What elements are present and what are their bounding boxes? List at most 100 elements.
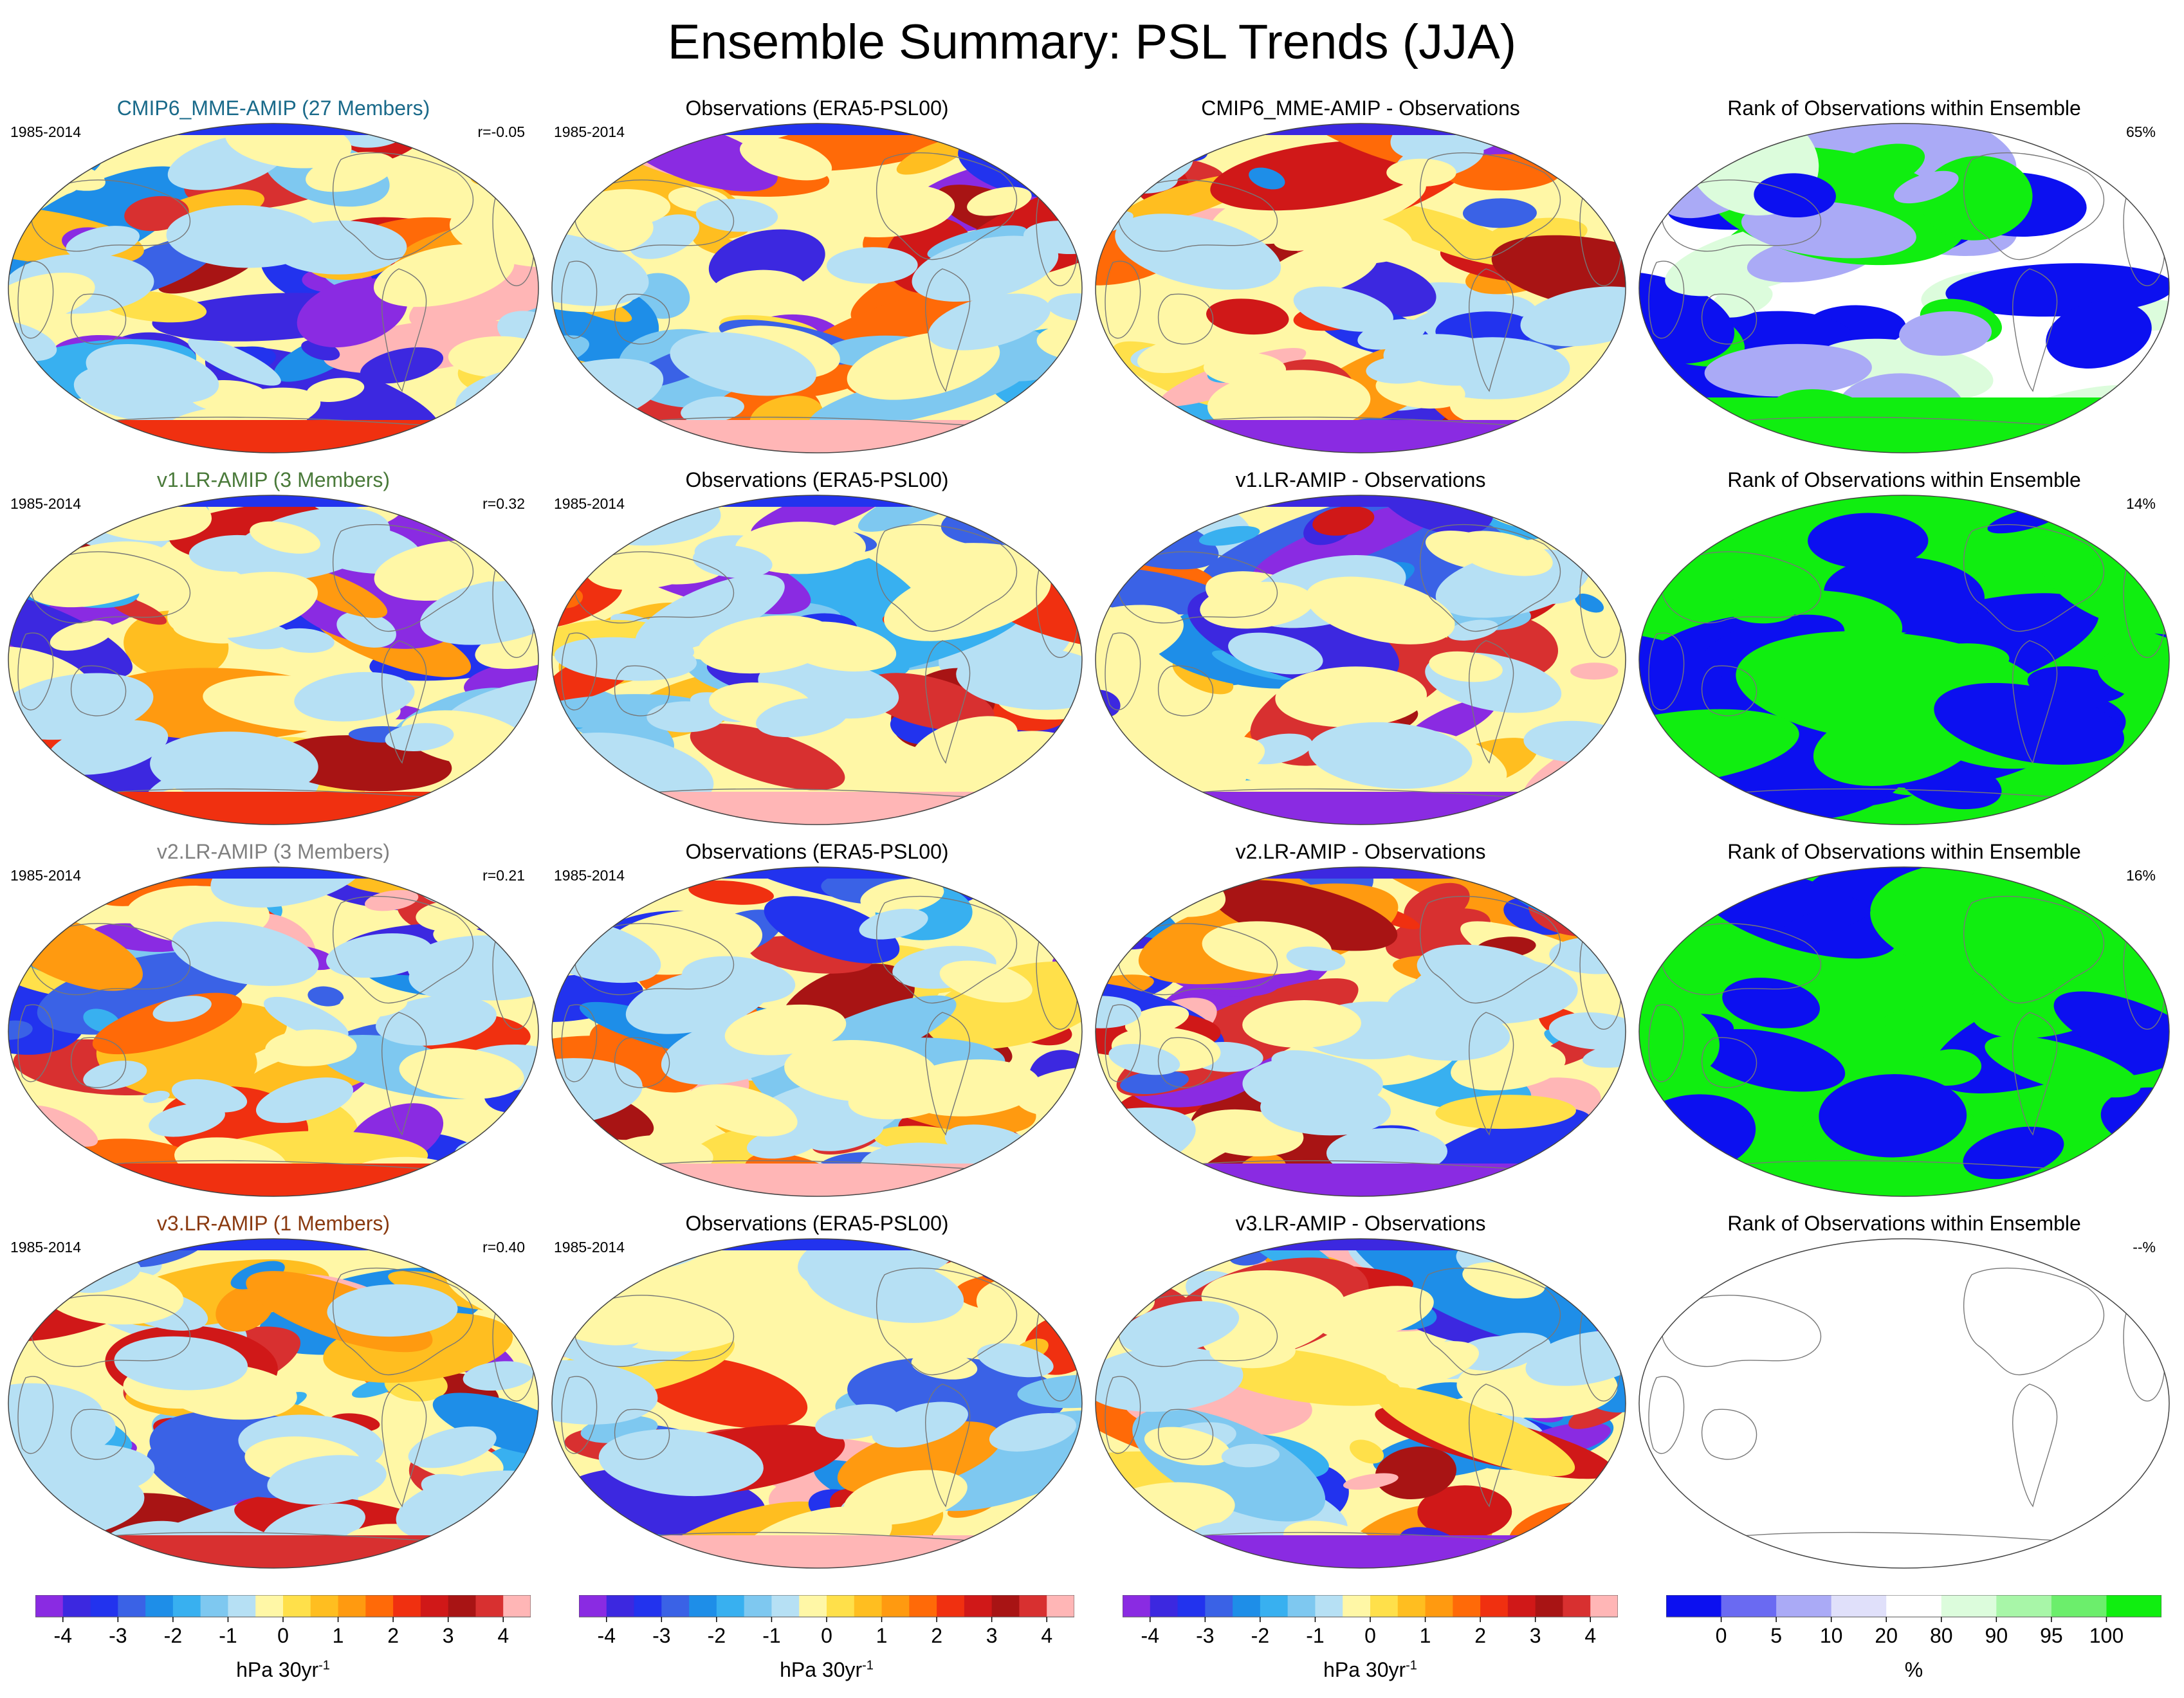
field-contour-70 [1124,1528,1191,1555]
coastline-1 [925,640,971,764]
field-contour-78 [376,995,497,1046]
field-contour-42 [552,174,579,206]
field-contour-77 [1308,722,1473,789]
period-label: 1985-2014 [554,495,625,512]
coastline-3 [1157,665,1214,717]
field-contour-35 [552,1521,617,1568]
colorbar-swatch [1315,1595,1343,1617]
map-outline [551,123,1083,453]
colorbar-tick-label: 4 [1041,1624,1052,1647]
field-contour-23 [263,996,349,1041]
field-contour-64 [989,1413,1077,1452]
field-contour-77 [798,1239,962,1291]
colorbar-swatch [1721,1595,1777,1617]
field-contour-44 [409,235,538,330]
correlation-label: r=0.40 [482,1239,525,1255]
field-contour-17 [1526,792,1577,814]
field-contour-37 [1570,662,1619,680]
field-contour-29 [1963,1126,2064,1180]
coastline-1 [2012,268,2058,392]
correlation-label: r=0.21 [482,867,525,884]
coastlines [17,524,535,803]
colorbar-tick-label: -3 [109,1624,127,1647]
field-contour-67 [463,1361,535,1391]
field-contour-38 [1819,1074,1967,1158]
coastline-2 [1662,551,1822,624]
map-south-band [552,1535,1082,1568]
field-contour-53 [1212,880,1398,951]
colorbar-obs: -4 -3 -2 -1 0 1 2 3 4 hPa 30yr-1 [579,1595,1074,1692]
field-contour-78 [1530,867,1626,888]
colorbar-swatch [1260,1595,1289,1617]
field-contour-47 [1343,1473,1399,1490]
map-outline [8,495,539,825]
field-contour-53 [8,1020,33,1040]
field-contour-47 [1249,167,1285,190]
field-contour-46 [365,890,419,911]
colorbar-tick-label: 80 [1930,1624,1953,1647]
period-label: 1985-2014 [10,1239,81,1255]
field-contour-66 [1577,802,1626,825]
coastline-2 [574,923,735,996]
field-contour-51 [688,880,774,905]
field-contour-77 [250,521,320,554]
coastline-4 [1648,1376,1685,1454]
field-contour-39 [1782,905,1871,936]
colorbar-tick-label: -4 [54,1624,72,1647]
panel-diff-row3: v2.LR-AMIP - Observations [1087,840,1634,1212]
colorbar-model-label: hPa 30yr-1 [35,1658,531,1682]
panel-title: Rank of Observations within Ensemble [1727,468,2081,491]
field-contour-64 [373,244,515,307]
colorbar-model-scale: -4 -3 -2 -1 0 1 2 3 4 [35,1595,531,1647]
field-contour-43 [1120,1070,1189,1095]
field-contour-3 [1099,1262,1168,1287]
colorbar-tick-label: 90 [1985,1624,2008,1647]
map-south-band [1096,1164,1626,1196]
field-contour-44 [1435,1095,1576,1129]
colorbar-swatch [771,1595,800,1617]
field-contour-47 [336,611,396,648]
field-contour-58 [265,1029,357,1066]
colorbar-tick-label: -1 [762,1624,780,1647]
coastline-2 [574,179,735,252]
field-contour-64 [618,495,691,516]
colorbar-unit-exponent: -1 [862,1658,874,1673]
field-contour-46 [764,896,900,963]
field-contour-28 [1899,311,1992,356]
colorbar-frame [1666,1595,2161,1618]
colorbar-diff-label: hPa 30yr-1 [1123,1658,1618,1682]
colorbar-obs-label: hPa 30yr-1 [579,1658,1074,1682]
field-contour-73 [171,921,319,986]
field-contour-77 [1385,1341,1479,1386]
field-contour-61 [650,929,710,956]
coastline-2 [574,1295,735,1367]
colorbar-swatch [937,1595,965,1617]
field-contour-45 [1171,867,1221,882]
panel-title: Rank of Observations within Ensemble [1727,1212,2081,1235]
map-model [8,1238,539,1569]
map-diff [1095,495,1626,825]
colorbar-swatch [1480,1595,1509,1617]
field-contour-15 [1111,1529,1188,1558]
panel-title: v3.LR-AMIP - Observations [1235,1212,1486,1235]
field-contour-68 [884,561,1051,641]
colorbar-unit: hPa 30yr [1323,1658,1406,1681]
colorbar-swatch [503,1595,531,1617]
map-outline [8,123,539,453]
field-contour-17 [1704,343,1872,397]
colorbar-tick-label: 100 [2089,1624,2124,1647]
colorbar-swatch [1886,1595,1942,1617]
colorbar-swatch [310,1595,339,1617]
field-contour-63 [1228,632,1323,675]
field-contour-48 [710,269,807,314]
panel-title: Observations (ERA5-PSL00) [685,468,949,491]
map-south-band [8,1535,538,1568]
colorbar-swatch [255,1595,284,1617]
field-contour-27 [1491,235,1626,313]
coastline-4 [17,632,54,711]
field-contour-38 [1198,525,1260,546]
field-contour-52 [896,138,968,175]
field-contour-70 [1096,428,1190,453]
field-contour-74 [399,1048,524,1099]
coastline-0 [332,1267,474,1376]
